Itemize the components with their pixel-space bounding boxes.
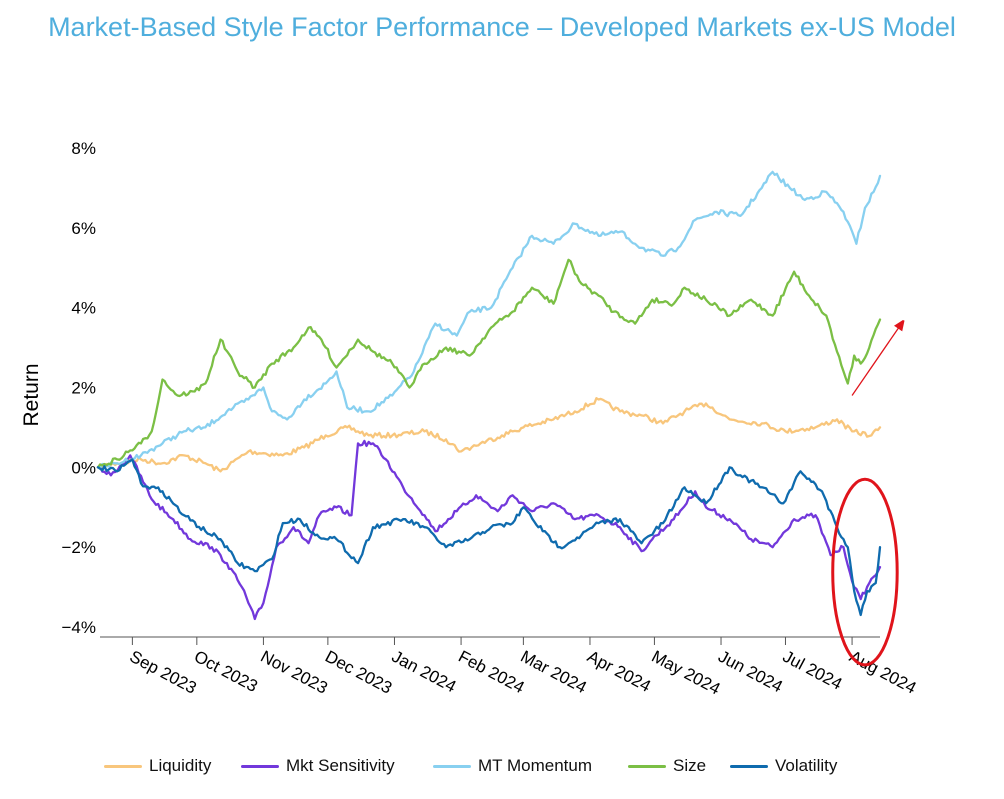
trend-arrow — [851, 324, 901, 396]
series-line-liquidity — [96, 397, 882, 473]
x-tick-label: Jun 2024 — [715, 647, 786, 697]
series-line-volatility — [96, 458, 882, 617]
x-tick-label: Apr 2024 — [584, 647, 654, 696]
legend-swatch — [433, 764, 471, 768]
legend-item-liquidity: Liquidity — [104, 756, 211, 776]
legend-swatch — [241, 764, 279, 768]
x-tick-label: Feb 2024 — [455, 647, 527, 698]
highlight-ellipse — [831, 477, 899, 667]
y-tick-label: −2% — [62, 538, 97, 557]
series-line-mkt-sensitivity — [96, 439, 882, 621]
legend-label: Volatility — [775, 756, 838, 775]
legend-swatch — [730, 764, 768, 768]
x-tick-label: Aug 2024 — [846, 647, 919, 698]
legend-swatch — [628, 764, 666, 768]
y-tick-label: 8% — [71, 139, 96, 158]
legend-swatch — [104, 764, 142, 768]
x-tick-label: Oct 2023 — [191, 647, 261, 696]
x-tick-label: Sep 2023 — [126, 647, 199, 698]
x-tick-label: Jan 2024 — [389, 647, 460, 697]
legend-label: Mkt Sensitivity — [286, 756, 395, 775]
x-tick-label: Mar 2024 — [517, 647, 589, 697]
y-tick-label: 6% — [71, 219, 96, 238]
y-axis: −4% −2% 0% 2% 4% 6% 8% — [62, 139, 97, 637]
legend-item-volatility: Volatility — [730, 756, 837, 776]
legend-item-size: Size — [628, 756, 706, 776]
y-tick-label: −4% — [62, 618, 97, 637]
series-line-mt-momentum — [96, 170, 882, 470]
legend-item-mt-momentum: MT Momentum — [433, 756, 592, 776]
y-tick-label: 2% — [71, 379, 96, 398]
legend-label: Size — [673, 756, 707, 775]
series-lines — [96, 170, 882, 621]
annotations — [831, 324, 902, 667]
series-line-size — [96, 258, 882, 469]
y-tick-label: 4% — [71, 299, 96, 318]
legend-label: Liquidity — [149, 756, 212, 775]
y-tick-label: 0% — [71, 458, 96, 477]
x-tick-label: Jul 2024 — [780, 647, 846, 694]
legend-label: MT Momentum — [478, 756, 592, 775]
y-axis-label: Return — [20, 363, 43, 426]
legend: Liquidity Mkt Sensitivity MT Momentum Size V… — [0, 756, 1004, 782]
x-tick-label: Dec 2023 — [322, 647, 395, 698]
legend-item-mkt-sensitivity: Mkt Sensitivity — [241, 756, 395, 776]
chart-title: Market-Based Style Factor Performance – … — [48, 12, 956, 42]
x-tick-label: Nov 2023 — [258, 647, 331, 698]
x-tick-label: May 2024 — [649, 647, 724, 699]
